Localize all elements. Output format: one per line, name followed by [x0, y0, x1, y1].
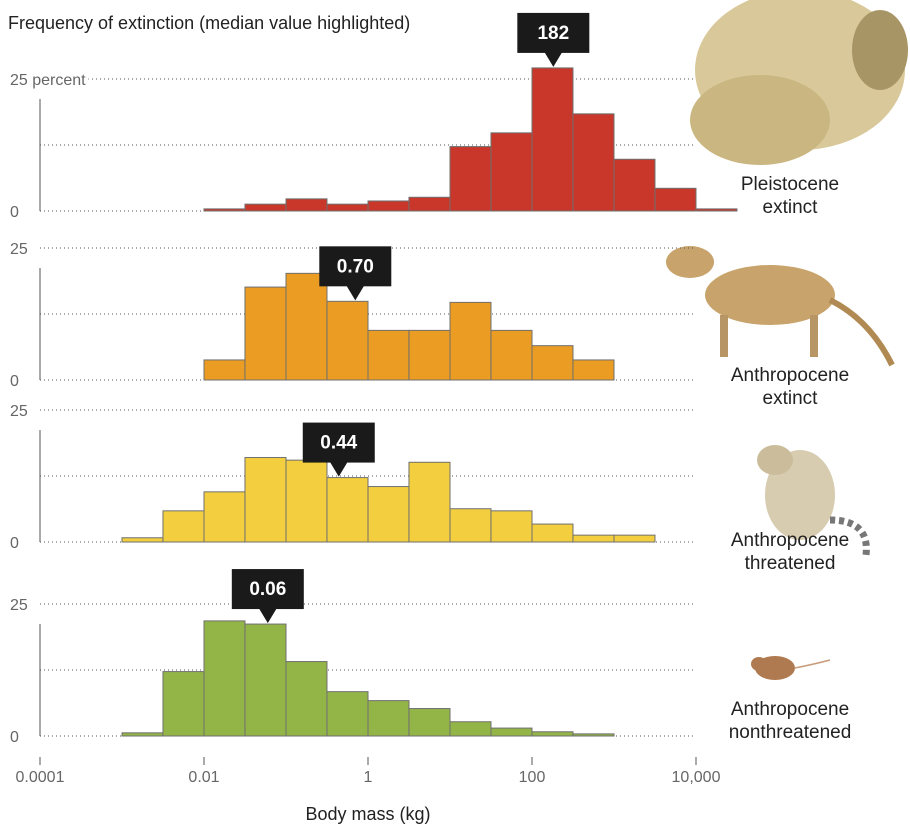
y-tick-label: 25: [10, 597, 28, 614]
histogram-bar: [245, 204, 286, 211]
median-callout: 182: [517, 13, 589, 67]
median-callout: 0.70: [319, 246, 391, 300]
median-pointer: [544, 52, 562, 67]
panel-label: Pleistocene: [741, 174, 839, 195]
thylacine-illustration: [666, 246, 892, 365]
histogram-bar: [286, 199, 327, 211]
histogram-bar: [327, 301, 368, 380]
histogram-bar: [204, 492, 245, 542]
histogram-bar: [409, 197, 450, 211]
histogram-bar: [327, 204, 368, 211]
histogram-bar: [409, 709, 450, 736]
histogram-bar: [573, 360, 614, 380]
histogram-bar: [532, 68, 573, 211]
y-tick-label: 25: [10, 241, 28, 258]
panel-label: extinct: [763, 197, 819, 218]
histogram-bar: [491, 133, 532, 211]
histogram-bar: [409, 462, 450, 542]
median-label: 0.06: [249, 579, 286, 600]
histogram-bar: [245, 624, 286, 736]
sloth-illustration: [690, 0, 908, 165]
histogram-bar: [286, 460, 327, 542]
histogram-bar: [532, 346, 573, 380]
histogram-bar: [163, 511, 204, 542]
histogram-bar: [122, 733, 163, 736]
median-label: 0.70: [337, 256, 374, 277]
histogram-bar: [204, 360, 245, 380]
y-tick-label: 0: [10, 204, 19, 221]
histogram-bar: [614, 535, 655, 542]
histogram-bar: [368, 701, 409, 736]
histogram-bar: [450, 509, 491, 542]
histogram-bar: [614, 159, 655, 211]
histogram-bar: [245, 287, 286, 380]
histogram-bar: [368, 330, 409, 380]
panel-label: Anthropocene: [731, 530, 849, 551]
histogram-bar: [450, 302, 491, 380]
median-callout: 0.06: [232, 569, 304, 623]
chart-title: Frequency of extinction (median value hi…: [8, 13, 410, 33]
panel-label: Anthropocene: [731, 699, 849, 720]
histogram-bar: [532, 732, 573, 736]
median-pointer: [259, 608, 277, 623]
histogram-bar: [573, 535, 614, 542]
histogram-bar: [204, 209, 245, 211]
median-label: 0.44: [320, 433, 357, 454]
histogram-bar: [245, 458, 286, 542]
histogram-bar: [573, 734, 614, 736]
histogram-bar: [655, 188, 696, 211]
histogram-bar: [573, 114, 614, 211]
chart: Frequency of extinction (median value hi…: [0, 0, 910, 826]
histogram-bar: [491, 330, 532, 380]
histogram-bar: [368, 201, 409, 211]
x-tick-label: 10,000: [672, 769, 721, 786]
histogram-bar: [327, 692, 368, 736]
panel-label: extinct: [763, 388, 819, 409]
median-pointer: [330, 462, 348, 477]
histogram-bar: [491, 511, 532, 542]
histogram-bar: [286, 662, 327, 736]
y-tick-label: 25: [10, 403, 28, 420]
mouse-illustration: [751, 656, 830, 680]
panel-label: nonthreatened: [729, 722, 852, 743]
histogram-bar: [327, 478, 368, 542]
x-tick-label: 1: [364, 769, 373, 786]
histogram-bar: [450, 722, 491, 736]
histogram-bar: [532, 524, 573, 542]
x-tick-label: 0.01: [188, 769, 219, 786]
x-axis-label: Body mass (kg): [305, 804, 430, 824]
histogram-bar: [409, 330, 450, 380]
panel-label: threatened: [745, 553, 836, 574]
y-tick-label: 0: [10, 373, 19, 390]
x-tick-label: 100: [519, 769, 546, 786]
x-tick-label: 0.0001: [16, 769, 65, 786]
histogram-bar: [122, 538, 163, 542]
median-pointer: [346, 285, 364, 300]
y-tick-label: 0: [10, 535, 19, 552]
histogram-bar: [450, 147, 491, 211]
histogram-bar: [368, 487, 409, 542]
histogram-bar: [204, 621, 245, 736]
y-tick-label: 25 percent: [10, 72, 86, 89]
histogram-bar: [163, 672, 204, 736]
histogram-bar: [491, 728, 532, 736]
y-tick-label: 0: [10, 729, 19, 746]
histogram-bar: [696, 209, 737, 211]
median-label: 182: [537, 23, 569, 44]
panel-label: Anthropocene: [731, 365, 849, 386]
histogram-bar: [286, 273, 327, 380]
